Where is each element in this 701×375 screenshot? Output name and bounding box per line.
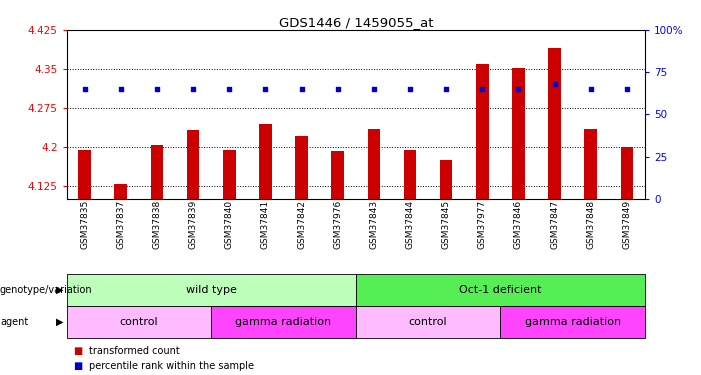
Point bbox=[404, 86, 416, 92]
Bar bbox=[259, 124, 272, 199]
Bar bbox=[114, 184, 127, 199]
Point bbox=[151, 86, 163, 92]
Bar bbox=[151, 145, 163, 199]
Text: gamma radiation: gamma radiation bbox=[236, 316, 332, 327]
Text: gamma radiation: gamma radiation bbox=[524, 316, 620, 327]
Bar bbox=[440, 160, 452, 199]
Bar bbox=[620, 147, 633, 199]
Bar bbox=[367, 129, 380, 199]
Point bbox=[585, 86, 597, 92]
Bar bbox=[223, 150, 236, 199]
Text: control: control bbox=[409, 316, 447, 327]
Point bbox=[115, 86, 126, 92]
Point bbox=[296, 86, 307, 92]
Text: percentile rank within the sample: percentile rank within the sample bbox=[89, 361, 254, 370]
Bar bbox=[404, 150, 416, 199]
Point bbox=[368, 86, 379, 92]
Point bbox=[477, 86, 488, 92]
Bar bbox=[295, 136, 308, 199]
Bar bbox=[476, 64, 489, 199]
Title: GDS1446 / 1459055_at: GDS1446 / 1459055_at bbox=[278, 16, 433, 29]
Point bbox=[440, 86, 451, 92]
Text: agent: agent bbox=[0, 316, 28, 327]
Text: ▶: ▶ bbox=[55, 285, 63, 295]
Text: ■: ■ bbox=[74, 346, 83, 355]
Bar bbox=[186, 130, 199, 199]
Point bbox=[549, 81, 560, 87]
Point bbox=[332, 86, 343, 92]
Point bbox=[224, 86, 235, 92]
Point bbox=[260, 86, 271, 92]
Bar bbox=[585, 129, 597, 199]
Point bbox=[621, 86, 632, 92]
Text: transformed count: transformed count bbox=[89, 346, 179, 355]
Bar bbox=[548, 48, 561, 199]
Text: genotype/variation: genotype/variation bbox=[0, 285, 93, 295]
Bar bbox=[512, 68, 525, 199]
Text: wild type: wild type bbox=[186, 285, 237, 295]
Text: Oct-1 deficient: Oct-1 deficient bbox=[459, 285, 542, 295]
Point bbox=[187, 86, 198, 92]
Text: ▶: ▶ bbox=[55, 316, 63, 327]
Bar bbox=[332, 151, 344, 199]
Text: ■: ■ bbox=[74, 361, 83, 370]
Text: control: control bbox=[120, 316, 158, 327]
Point bbox=[79, 86, 90, 92]
Bar bbox=[79, 150, 91, 199]
Point bbox=[513, 86, 524, 92]
